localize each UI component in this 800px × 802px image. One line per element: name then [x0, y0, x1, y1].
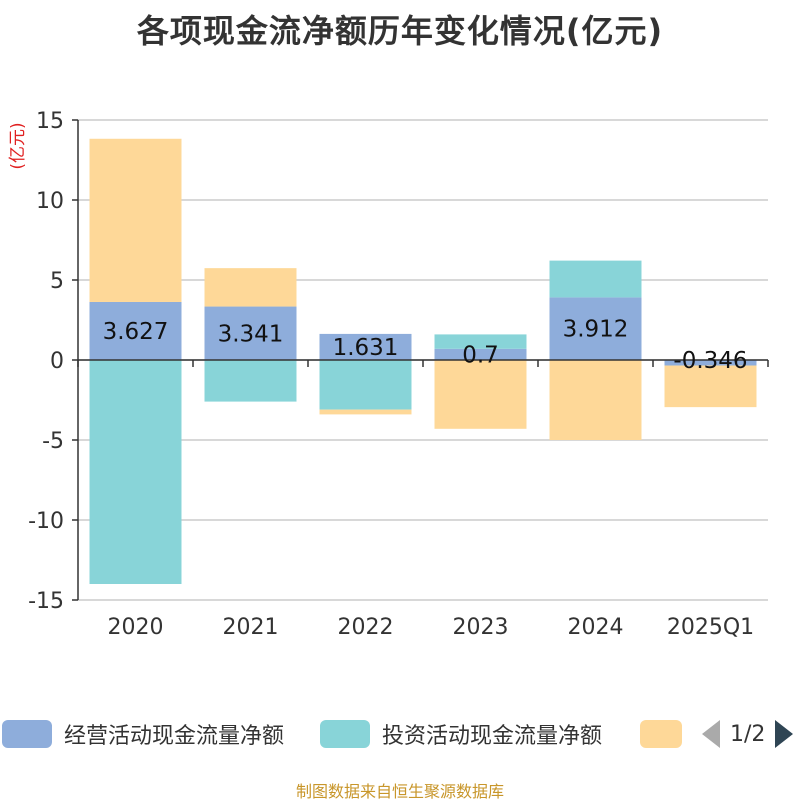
bar-data-label: 3.341: [218, 321, 284, 347]
bar-segment-series-2[interactable]: [319, 409, 412, 415]
y-tick-label: -15: [28, 589, 64, 614]
legend-next-icon[interactable]: [775, 720, 794, 748]
y-tick-label: -5: [42, 429, 64, 454]
legend-swatch-financing: [640, 720, 682, 748]
x-tick-label: 2021: [223, 615, 279, 640]
bar-segment-series-2[interactable]: [204, 268, 297, 307]
bar-segment-series-0[interactable]: [434, 348, 527, 360]
bar-segment-series-2[interactable]: [89, 138, 182, 302]
bar-segment-series-0[interactable]: [89, 301, 182, 360]
bar-data-label: 3.627: [103, 319, 169, 345]
source-footer: 制图数据来自恒生聚源数据库: [295, 782, 504, 801]
legend-swatch-operating: [2, 720, 52, 748]
bar-data-label: 0.7: [462, 342, 499, 368]
bar-segment-series-1[interactable]: [204, 360, 297, 402]
legend-pager: 1/2: [702, 712, 794, 756]
bar-data-label: 1.631: [333, 335, 399, 361]
x-tick-label: 2025Q1: [667, 615, 754, 640]
legend-label-investing: 投资活动现金流量净额: [382, 724, 603, 749]
x-tick-label: 2020: [108, 615, 164, 640]
bar-segment-series-0[interactable]: [549, 297, 642, 360]
x-tick-label: 2022: [338, 615, 394, 640]
bar-segment-series-0[interactable]: [664, 360, 757, 366]
x-tick-label: 2024: [568, 615, 624, 640]
bar-segment-series-1[interactable]: [549, 260, 642, 298]
y-tick-label: 15: [36, 109, 64, 134]
y-axis-unit: (亿元): [8, 122, 28, 169]
legend-prev-icon[interactable]: [702, 720, 720, 748]
y-tick-label: 5: [50, 269, 64, 294]
bar-segment-series-1[interactable]: [434, 334, 527, 349]
legend-item-financing[interactable]: [640, 712, 682, 756]
bar-data-label: -0.346: [673, 348, 747, 374]
bar-segment-series-2[interactable]: [434, 360, 527, 429]
legend-swatch-investing: [320, 720, 370, 748]
bar-segment-series-1[interactable]: [89, 360, 182, 584]
chart-title: 各项现金流净额历年变化情况(亿元): [136, 12, 664, 50]
chart-plot: 15 10 5 0 -5 -10 -15 2020 2021 2022 2023 2024 2025Q1…: [8, 109, 769, 640]
y-tick-label: -10: [28, 509, 64, 534]
bar-segment-series-2[interactable]: [549, 360, 642, 440]
y-tick-label: 0: [50, 349, 64, 374]
y-tick-label: 10: [36, 189, 64, 214]
bar-segment-series-0[interactable]: [319, 333, 412, 360]
legend-item-investing[interactable]: 投资活动现金流量净额: [320, 712, 602, 756]
bar-segment-series-1[interactable]: [319, 360, 412, 410]
x-tick-label: 2023: [453, 615, 509, 640]
bar-data-label: 3.912: [563, 317, 629, 343]
bar-segment-series-2[interactable]: [664, 365, 757, 408]
legend-page-indicator: 1/2: [730, 721, 766, 747]
legend-label-operating: 经营活动现金流量净额: [64, 724, 285, 749]
legend: 经营活动现金流量净额 投资活动现金流量净额 1/2: [0, 712, 800, 756]
bar-segment-series-0[interactable]: [204, 306, 297, 360]
legend-item-operating[interactable]: 经营活动现金流量净额: [2, 712, 284, 756]
